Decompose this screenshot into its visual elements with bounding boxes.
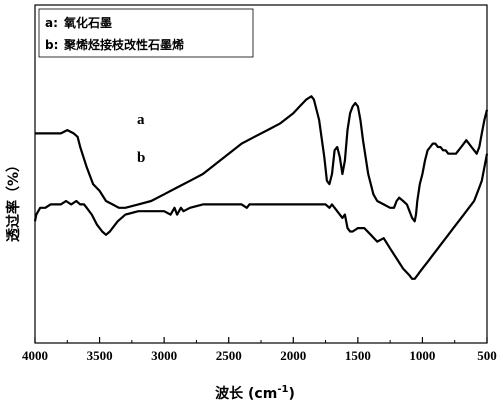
legend: a: 氧化石墨 b: 聚烯烃接枝改性石墨烯: [38, 8, 254, 58]
x-tick-label: 3000: [151, 348, 177, 363]
y-axis-title: 透过率（%）: [5, 158, 22, 242]
x-axis-title: 波长 (cm-1): [215, 384, 295, 402]
legend-text-b: 聚烯烃接枝改性石墨烯: [63, 37, 184, 52]
x-tick-label: 4000: [22, 348, 48, 363]
x-axis-title-close: ): [288, 386, 294, 402]
series-label-a: a: [137, 112, 145, 128]
x-tick-label: 2000: [280, 348, 306, 363]
series-line-b: [33, 153, 489, 280]
series-label-b: b: [137, 150, 145, 166]
x-axis-title-sup: -1: [277, 384, 288, 395]
legend-key-a: a:: [45, 16, 58, 30]
x-tick-label: 1000: [409, 348, 435, 363]
x-axis-ticks: 4000 3500 3000 2500 2000 1500 1000 500: [22, 337, 497, 363]
x-tick-label: 2500: [216, 348, 242, 363]
x-tick-label: 1500: [345, 348, 371, 363]
x-axis-title-main: 波长 (cm: [215, 385, 277, 402]
x-tick-label: 500: [477, 348, 497, 363]
legend-key-b: b:: [45, 38, 58, 52]
legend-box: [38, 8, 254, 58]
series-line-a: [35, 95, 489, 223]
x-tick-label: 3500: [87, 348, 113, 363]
legend-text-a: 氧化石墨: [63, 15, 112, 30]
